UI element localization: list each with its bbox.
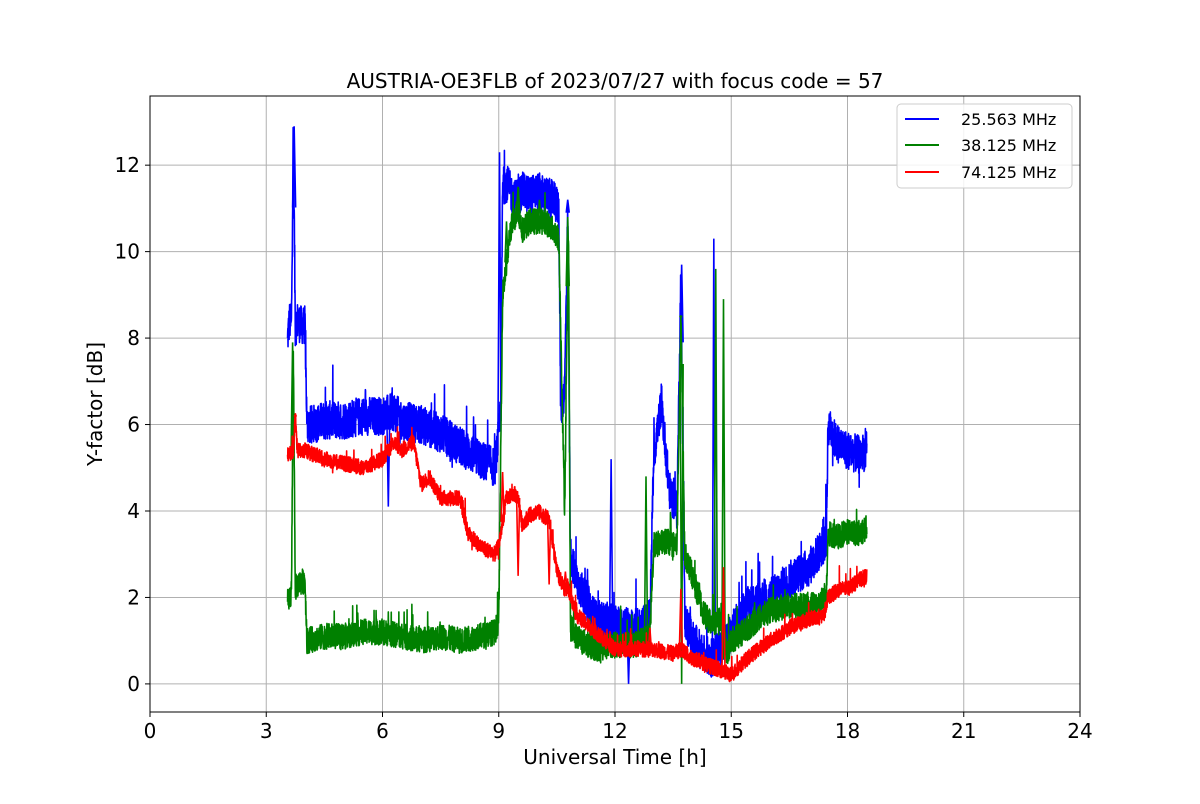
x-tick-label: 6: [376, 719, 389, 743]
legend-label-74125: 74.125 MHz: [961, 163, 1056, 182]
y-tick-label: 0: [127, 672, 140, 696]
x-tick-label: 24: [1067, 719, 1092, 743]
y-tick-label: 2: [127, 585, 140, 609]
y-tick-label: 6: [127, 413, 140, 437]
series-spike: [515, 186, 521, 209]
series-spike: [608, 459, 614, 623]
series-spike: [290, 342, 295, 454]
series-spike: [497, 152, 502, 422]
series-spike: [504, 221, 509, 263]
series-line: [286, 187, 868, 665]
legend-label-38125: 38.125 MHz: [961, 136, 1056, 155]
x-tick-label: 21: [951, 719, 976, 743]
x-axis-label: Universal Time [h]: [523, 745, 706, 769]
series-spike: [713, 268, 719, 622]
series-spike: [647, 627, 653, 650]
series-spike: [721, 567, 726, 671]
legend-box: [896, 103, 1073, 189]
chart-title: AUSTRIA-OE3FLB of 2023/07/27 with focus …: [347, 69, 884, 93]
x-tick-label: 0: [144, 719, 157, 743]
x-tick-label: 12: [602, 719, 627, 743]
x-tick-label: 18: [835, 719, 860, 743]
series-spike: [565, 217, 571, 287]
series-spike: [565, 199, 571, 213]
legend-label-25563: 25.563 MHz: [961, 110, 1056, 129]
series-line: [286, 126, 868, 678]
series-3: [286, 412, 868, 683]
series-layer: [286, 126, 868, 684]
y-tick-label: 4: [127, 499, 140, 523]
x-tick-label: 9: [492, 719, 505, 743]
y-tick-label: 8: [127, 326, 140, 350]
legend: 25.563 MHz 38.125 MHz 74.125 MHz: [896, 103, 1073, 189]
series-spike: [546, 519, 552, 585]
series-spike: [721, 299, 726, 637]
series-spike: [678, 588, 684, 650]
series-spike: [515, 498, 521, 576]
series-spike: [563, 571, 568, 589]
y-tick-label: 10: [115, 240, 140, 264]
series-spike: [643, 476, 649, 639]
x-tick-label: 15: [719, 719, 744, 743]
x-tick-label: 3: [260, 719, 273, 743]
y-axis-label: Y-factor [dB]: [83, 342, 107, 467]
series-line: [286, 412, 868, 683]
series-spike: [291, 126, 297, 208]
series-spike: [537, 199, 542, 222]
y-tick-label: 12: [115, 153, 140, 177]
series-spike: [500, 472, 505, 522]
